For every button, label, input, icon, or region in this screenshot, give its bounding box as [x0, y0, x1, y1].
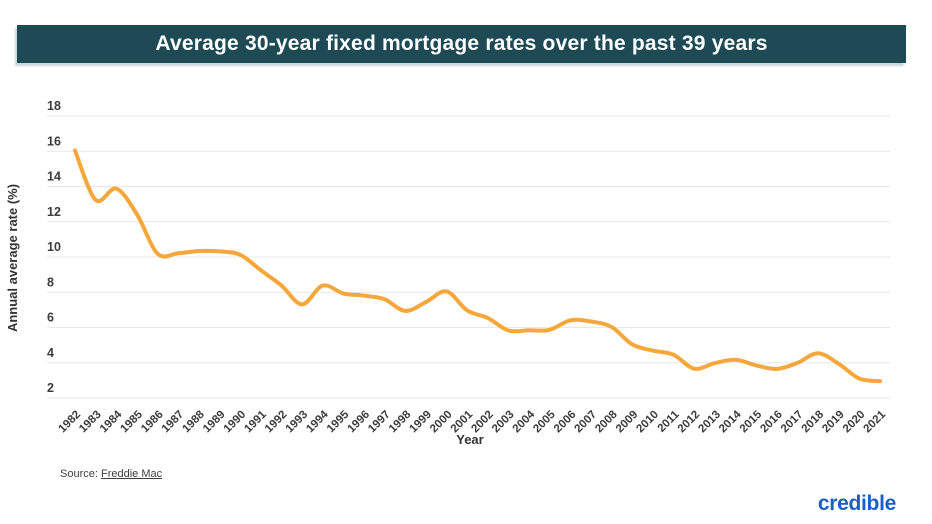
y-axis-title: Annual average rate (%) — [5, 184, 20, 332]
x-tick-1982: 1982 — [57, 409, 84, 436]
x-tick-1986: 1986 — [139, 409, 166, 436]
source-label: Source: — [60, 468, 101, 480]
y-tick-6: 6 — [47, 311, 54, 325]
x-tick-1987: 1987 — [160, 409, 187, 436]
x-tick-2010: 2010 — [634, 409, 661, 436]
x-tick-2017: 2017 — [779, 409, 806, 436]
x-tick-1984: 1984 — [98, 408, 125, 435]
x-tick-1999: 1999 — [407, 409, 434, 436]
x-tick-1996: 1996 — [346, 409, 373, 436]
x-tick-1990: 1990 — [222, 409, 249, 436]
x-tick-2004: 2004 — [511, 408, 538, 435]
gridlines — [47, 115, 890, 399]
y-axis-tick-labels: 18 16 14 12 10 8 6 4 2 — [47, 99, 61, 395]
source-link-freddie-mac[interactable]: Freddie Mac — [100, 468, 163, 480]
x-tick-2008: 2008 — [593, 408, 620, 435]
x-tick-2021: 2021 — [862, 408, 889, 435]
x-tick-2009: 2009 — [614, 409, 641, 436]
x-tick-1993: 1993 — [284, 409, 311, 436]
x-tick-2011: 2011 — [656, 408, 683, 435]
x-tick-2018: 2018 — [800, 408, 827, 435]
x-tick-1992: 1992 — [263, 409, 290, 436]
y-tick-8: 8 — [47, 275, 54, 289]
x-axis-title: Year — [456, 432, 483, 447]
x-tick-2019: 2019 — [820, 409, 847, 436]
y-tick-14: 14 — [47, 170, 61, 184]
y-tick-18: 18 — [47, 99, 61, 113]
x-tick-2006: 2006 — [552, 409, 579, 436]
rate-line-series — [73, 148, 882, 384]
x-tick-2014: 2014 — [717, 408, 744, 435]
x-tick-2003: 2003 — [490, 409, 517, 436]
y-tick-10: 10 — [47, 240, 61, 254]
x-tick-2007: 2007 — [573, 409, 600, 436]
x-tick-2000: 2000 — [428, 409, 455, 436]
x-tick-2020: 2020 — [841, 409, 868, 436]
x-tick-2005: 2005 — [531, 408, 558, 435]
y-tick-12: 12 — [47, 205, 61, 219]
y-tick-2: 2 — [47, 381, 54, 395]
x-tick-1998: 1998 — [387, 408, 414, 435]
x-tick-1985: 1985 — [118, 408, 145, 435]
y-tick-4: 4 — [47, 346, 54, 360]
x-tick-1995: 1995 — [325, 408, 352, 435]
x-tick-1991: 1991 — [242, 408, 269, 435]
x-tick-1997: 1997 — [366, 409, 393, 436]
chart-title: Average 30-year fixed mortgage rates ove… — [155, 32, 768, 55]
credible-logo: credible — [817, 492, 896, 515]
x-tick-1983: 1983 — [77, 409, 104, 436]
x-tick-2012: 2012 — [676, 409, 703, 436]
x-tick-1994: 1994 — [304, 408, 331, 435]
x-tick-1988: 1988 — [180, 408, 207, 435]
x-tick-2016: 2016 — [758, 409, 785, 436]
x-tick-2013: 2013 — [696, 409, 723, 436]
x-tick-1989: 1989 — [201, 409, 228, 436]
x-tick-2015: 2015 — [738, 408, 765, 435]
y-tick-16: 16 — [47, 134, 61, 148]
title-banner: Average 30-year fixed mortgage rates ove… — [17, 25, 906, 63]
source-note: Source: Freddie Mac — [60, 468, 162, 480]
